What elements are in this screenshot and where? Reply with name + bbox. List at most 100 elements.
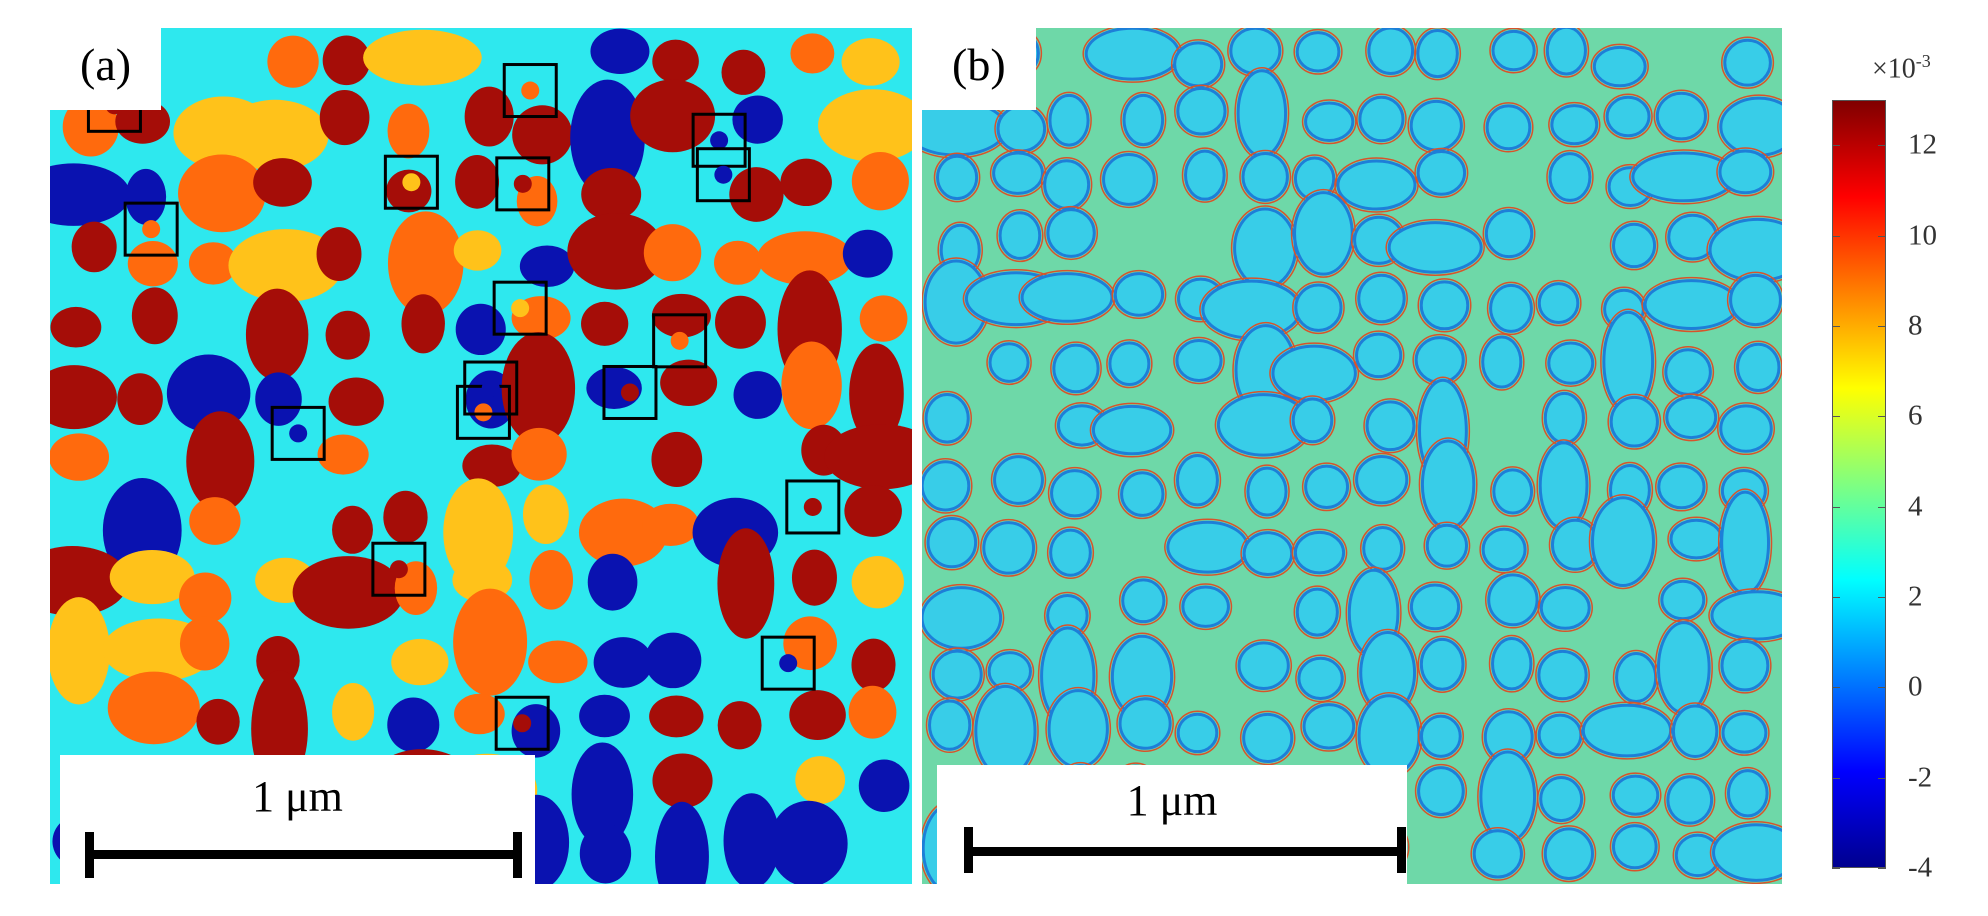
- panel-b-particle: [1365, 400, 1416, 452]
- panel-b-particle: [1355, 455, 1409, 505]
- panel-b-particle-rim: [1541, 825, 1597, 883]
- panel-a-marked-particle: [803, 497, 822, 516]
- panel-b-particle: [1184, 149, 1226, 201]
- panel-b-particle: [922, 586, 1003, 650]
- panel-b-particle: [1484, 209, 1534, 259]
- panel-a-particle: [660, 359, 718, 406]
- panel-a-particle: [454, 693, 505, 735]
- panel-b-particle-rim: [1293, 585, 1342, 639]
- panel-a-particle: [316, 227, 362, 282]
- colorbar-gradient: [1832, 100, 1886, 868]
- panel-b-particle: [1671, 704, 1719, 758]
- panel-a-particle: [117, 373, 163, 425]
- panel-b-particle-rim: [1545, 339, 1597, 387]
- panel-b-particle: [1050, 469, 1100, 518]
- panel-a-particle: [511, 427, 567, 481]
- panel-b-particle-rim: [1733, 340, 1782, 395]
- panel-a-particle: [319, 90, 370, 146]
- panel-b-particle-rim: [1423, 521, 1471, 570]
- panel-b-particle: [931, 649, 983, 700]
- panel-a-particle: [332, 682, 375, 741]
- panel-b-particle-rim: [1543, 28, 1590, 78]
- colorbar-tick-label: 6: [1908, 399, 1923, 432]
- panel-a-marked-particle: [481, 379, 500, 398]
- colorbar-tick-mark: [1832, 145, 1840, 147]
- panel-b-particle: [1547, 341, 1595, 385]
- colorbar-tick-label: 12: [1908, 128, 1937, 161]
- panel-b-particle: [988, 342, 1030, 383]
- panel-b-particle-rim: [1111, 269, 1167, 319]
- panel-b-particle: [928, 699, 972, 751]
- panel-b-particle-rim: [1655, 462, 1708, 512]
- colorbar-tick-mark: [1832, 235, 1840, 237]
- panel-b-particle: [922, 460, 971, 512]
- panel-b-particle: [1492, 468, 1534, 515]
- panel-b-particle: [1656, 621, 1711, 715]
- panel-b-particle-rim: [1486, 281, 1536, 336]
- panel-b-particle: [1091, 404, 1173, 456]
- panel-a-image: [50, 28, 912, 884]
- panel-b-particle-rim: [1239, 149, 1292, 205]
- panel-a-particle: [62, 97, 119, 157]
- panel-b-particle-rim: [1537, 583, 1593, 633]
- colorbar-tick-label: -4: [1908, 851, 1933, 884]
- colorbar-tick-mark: [1878, 687, 1886, 689]
- panel-a-particle: [131, 287, 178, 345]
- panel-b-particle: [982, 521, 1036, 575]
- panel-a-particle: [849, 343, 904, 445]
- panel-a-particle: [841, 38, 900, 86]
- panel-a-particle: [714, 240, 762, 285]
- panel-a-particle: [715, 295, 766, 349]
- panel-b-particle-rim: [1050, 341, 1102, 396]
- panel-a-particle: [50, 365, 117, 430]
- panel-b-particle-rim: [1716, 147, 1775, 197]
- panel-a-particle: [859, 295, 908, 342]
- panel-b-particle-rim: [996, 208, 1044, 263]
- panel-a-marked-particle: [142, 220, 161, 239]
- panel-b-particle: [1491, 29, 1536, 72]
- panel-b-particle-rim: [1414, 763, 1468, 819]
- panel-a-marker-box: [691, 112, 747, 168]
- panel-a-particle: [196, 698, 240, 745]
- colorbar-tick-label: 4: [1908, 490, 1923, 523]
- panel-a-particle: [791, 549, 837, 606]
- panel-a-particle: [255, 372, 302, 426]
- colorbar-tick-mark: [1832, 687, 1840, 689]
- panel-b-particle-rim: [1470, 827, 1526, 881]
- panel-a-particle: [322, 35, 371, 86]
- colorbar-tick-label: 2: [1908, 580, 1923, 613]
- panel-b-particle: [1611, 774, 1660, 816]
- panel-b-particle: [1102, 152, 1156, 206]
- panel-b-particle-rim: [1546, 149, 1594, 205]
- panel-a-particle: [328, 377, 384, 426]
- panel-b-particle-rim: [1664, 772, 1716, 827]
- panel-b-particle-rim: [1179, 583, 1233, 631]
- panel-b-particle-rim: [1548, 101, 1601, 148]
- panel-a-particle: [717, 701, 762, 750]
- panel-b-particle-rim: [924, 514, 980, 571]
- panel-a-particle: [125, 168, 167, 225]
- panel-a-particle: [655, 801, 709, 884]
- panel-a-marker-box: [495, 156, 551, 212]
- panel-a-particle: [570, 79, 645, 197]
- panel-a-particle: [842, 229, 893, 278]
- panel-a-particle: [253, 158, 312, 207]
- panel-b-particle: [1481, 335, 1523, 389]
- panel-a-particle: [757, 231, 853, 286]
- panel-a-microstructure: (a) 1 μm: [50, 28, 912, 884]
- panel-b-particle: [1293, 191, 1354, 276]
- panel-b-particle: [1655, 91, 1707, 141]
- panel-b-particle: [1271, 344, 1357, 402]
- panel-b-particle: [1297, 656, 1344, 701]
- panel-b-particle: [1084, 28, 1181, 81]
- panel-a-marker-box: [492, 280, 548, 336]
- panel-b-particle: [1121, 578, 1166, 624]
- panel-b-particle-rim: [1118, 576, 1168, 626]
- panel-a-particle: [267, 35, 319, 88]
- panel-b-scale-bar: [964, 847, 1406, 856]
- panel-b-particle: [998, 211, 1042, 260]
- panel-a-particle: [325, 310, 370, 360]
- panel-a-marker-box: [602, 364, 658, 420]
- panel-a-particle: [723, 793, 780, 884]
- panel-b-particle: [1481, 527, 1527, 572]
